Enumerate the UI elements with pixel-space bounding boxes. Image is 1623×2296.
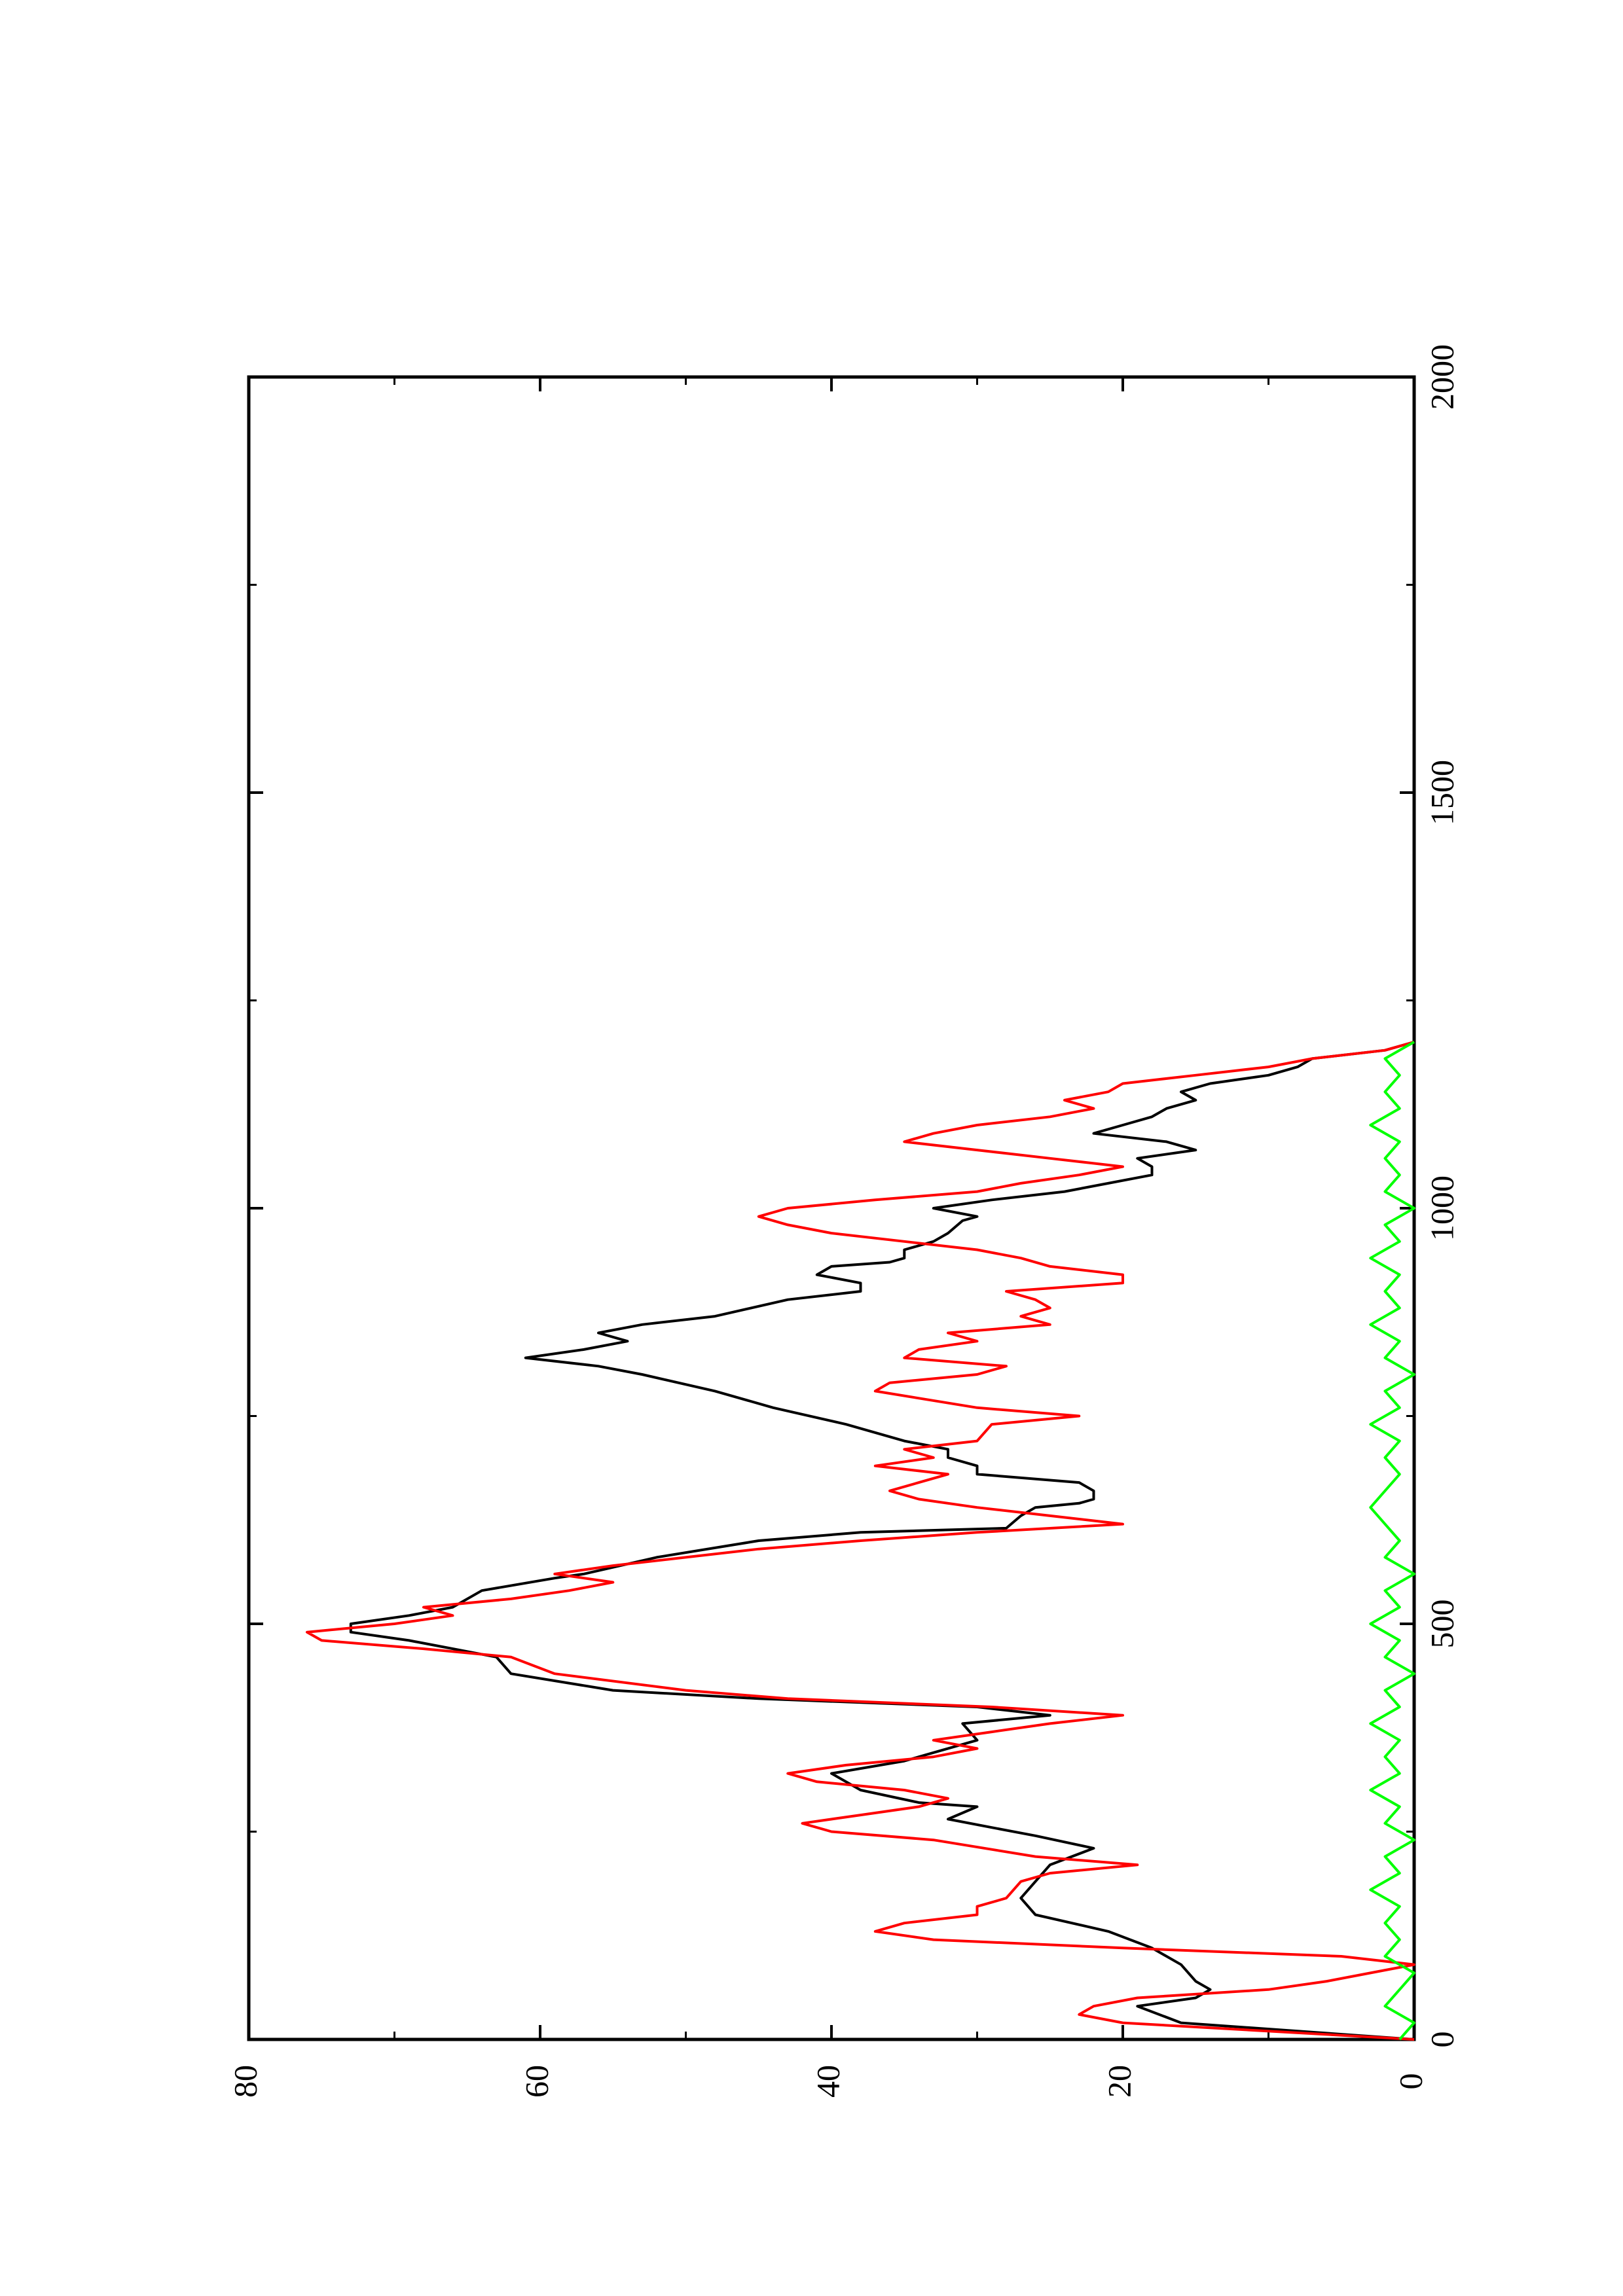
axis-ticks [247,376,1415,2041]
series-line-3 [1369,1041,1415,2041]
series-layer [306,1041,1415,2041]
y-tick-label: 80 [227,2065,263,2098]
x-tick-label: 1000 [1423,1175,1460,1241]
x-tick-label: 2000 [1423,344,1460,410]
y-tick-label: 40 [809,2065,846,2098]
x-tick-label: 1500 [1423,760,1460,825]
tick-labels: 0 500 1000 1500 2000 0 20 40 60 80 [227,344,1460,2098]
x-tick-label: 0 [1423,2032,1460,2048]
plot-frame [247,375,1416,2041]
y-tick-label: 60 [518,2065,555,2098]
y-tick-label: 20 [1101,2065,1137,2098]
x-tick-label: 500 [1423,1600,1460,1649]
y-tick-label: 0 [1392,2073,1429,2090]
series-line-1 [349,1041,1415,2041]
series-line-2 [306,1041,1415,2041]
